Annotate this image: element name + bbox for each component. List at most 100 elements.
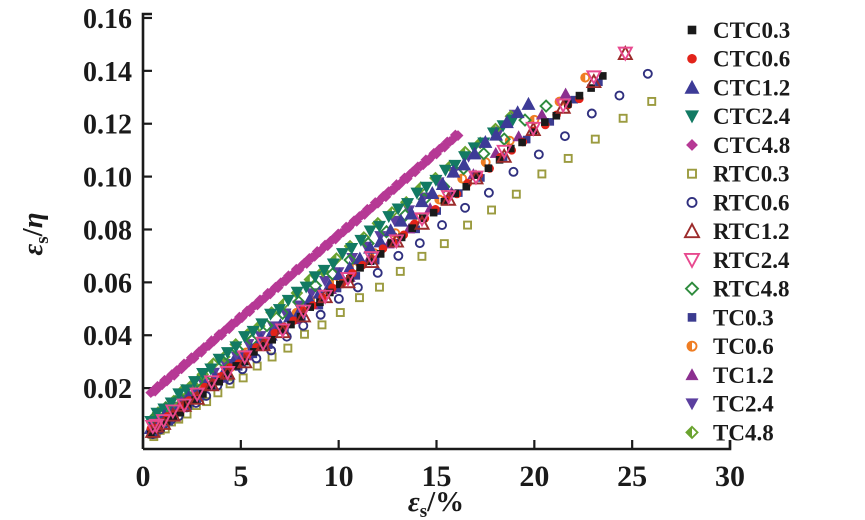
data-point-marker [687, 313, 697, 322]
legend-label: CTC0.3 [713, 18, 790, 43]
data-point-marker [325, 267, 340, 281]
data-point-marker [642, 68, 653, 79]
data-point-marker [518, 138, 526, 147]
data-point-marker [391, 203, 405, 216]
data-point-marker [164, 404, 181, 420]
data-point-marker [425, 186, 440, 199]
data-point-marker [274, 323, 291, 339]
series-RTC2.4 [144, 46, 634, 435]
data-point-marker [587, 84, 595, 92]
legend-label: RTC4.8 [713, 277, 790, 302]
legend-label: TC2.4 [713, 392, 774, 417]
plot-area [143, 45, 657, 442]
legend-label: RTC2.4 [713, 248, 790, 273]
data-point-marker [189, 389, 206, 405]
data-point-marker [590, 134, 600, 144]
data-point-marker [414, 238, 425, 249]
series-CTC2.4 [144, 114, 520, 428]
legend-label: CTC4.8 [713, 133, 790, 158]
data-point-marker [687, 168, 697, 179]
data-point-marker [393, 250, 404, 261]
data-point-marker [457, 157, 472, 171]
data-point-marker [429, 174, 443, 187]
legend-item-TC0.3: TC0.3 [687, 305, 774, 330]
data-point-marker [335, 248, 349, 261]
data-point-marker [518, 113, 532, 127]
legend-item-TC1.2: TC1.2 [685, 363, 774, 388]
data-point-marker [559, 87, 572, 99]
legend-item-RTC0.3: RTC0.3 [687, 162, 790, 187]
y-tick-label-0.12: 0.12 [83, 110, 132, 141]
legend-item-TC4.8: TC4.8 [685, 420, 774, 445]
data-point-marker [229, 341, 243, 354]
data-point-marker [317, 264, 331, 277]
data-point-marker [300, 329, 309, 339]
data-point-marker [196, 367, 210, 380]
data-point-marker [463, 220, 472, 230]
data-point-marker [575, 91, 584, 100]
legend-label: RTC0.3 [713, 162, 790, 187]
data-point-marker [686, 139, 698, 151]
data-point-marker [413, 212, 431, 228]
data-point-marker [438, 164, 452, 177]
data-point-marker [467, 146, 482, 160]
legend-label: TC4.8 [713, 420, 774, 445]
data-point-marker [393, 213, 408, 227]
data-point-marker [539, 99, 553, 113]
data-point-marker [308, 278, 323, 293]
data-point-marker [533, 149, 544, 160]
data-point-marker [559, 131, 570, 142]
x-tick-label-25: 25 [617, 460, 647, 493]
data-point-marker [525, 121, 542, 137]
data-point-marker [372, 267, 383, 278]
x-tick-label-30: 30 [715, 460, 745, 493]
legend-label: RTC0.6 [713, 190, 790, 215]
data-point-marker [164, 397, 178, 410]
data-point-marker [467, 170, 485, 186]
data-point-marker [335, 308, 345, 317]
data-point-marker [563, 153, 573, 163]
legend-label: RTC1.2 [713, 219, 790, 244]
data-point-marker [363, 240, 378, 254]
data-point-marker [555, 98, 572, 114]
data-point-marker [483, 187, 494, 198]
data-point-marker [476, 146, 491, 161]
data-point-marker [395, 266, 405, 276]
data-point-marker [203, 376, 220, 392]
data-point-marker [684, 110, 700, 124]
data-point-marker [647, 96, 657, 106]
data-point-marker [686, 196, 698, 208]
data-point-marker [236, 350, 253, 366]
data-point-marker [685, 368, 699, 381]
data-point-marker [180, 384, 194, 397]
x-tick-label-0: 0 [136, 460, 151, 493]
data-point-marker [148, 418, 165, 434]
data-point-marker [333, 293, 344, 304]
data-point-marker [685, 398, 699, 411]
data-point-marker [452, 130, 464, 141]
data-point-marker [419, 181, 433, 194]
data-point-marker [462, 182, 471, 191]
data-point-marker [617, 46, 634, 62]
data-point-marker [372, 220, 386, 233]
y-axis [141, 12, 152, 449]
data-point-marker [586, 108, 597, 119]
data-point-marker [272, 304, 286, 317]
data-point-marker [295, 304, 312, 320]
data-point-marker [388, 234, 405, 250]
x-axis-label: εs/% [408, 486, 464, 520]
data-point-marker [220, 347, 235, 360]
data-point-marker [308, 271, 322, 284]
series-RTC0.6 [147, 68, 653, 440]
data-point-marker [460, 202, 471, 213]
data-point-marker [255, 318, 269, 331]
data-point-marker [281, 294, 295, 307]
legend-item-RTC2.4: RTC2.4 [683, 248, 790, 273]
data-point-marker [382, 211, 396, 224]
legend: CTC0.3 CTC0.6 CTC1.2 CTC2.4 CTC4.8 RTC0.3 RTC0… [683, 18, 791, 445]
y-tick-label-0.06: 0.06 [83, 268, 132, 299]
data-point-marker [521, 96, 536, 110]
data-point-marker [363, 253, 380, 269]
